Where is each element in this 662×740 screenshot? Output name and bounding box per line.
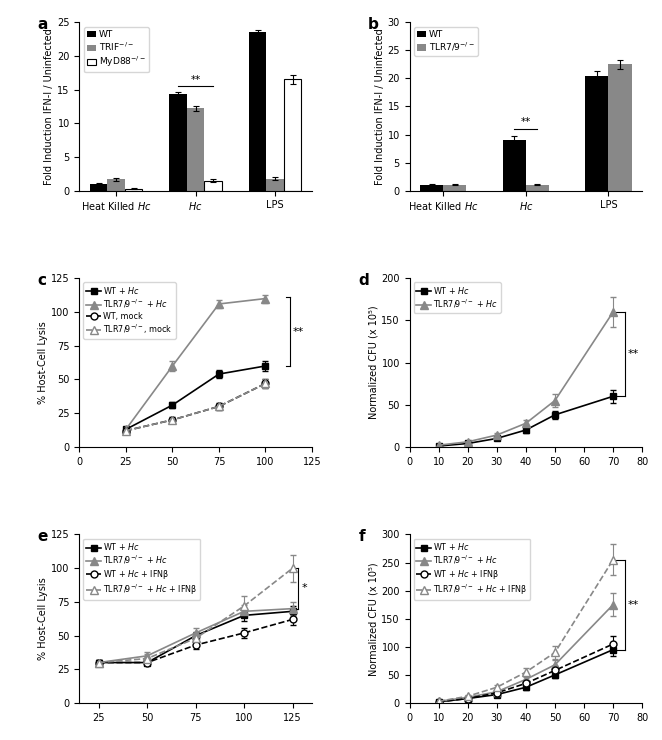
Bar [444,184,467,191]
Text: e: e [38,529,48,545]
Text: b: b [368,17,379,32]
Y-axis label: Normalized CFU (x 10⁵): Normalized CFU (x 10⁵) [369,306,379,420]
Legend: WT, TRIF$^{-/-}$, MyD88$^{-/-}$: WT, TRIF$^{-/-}$, MyD88$^{-/-}$ [84,27,149,73]
Bar [502,140,526,191]
Bar [420,185,444,191]
Text: f: f [358,529,365,545]
Bar [249,33,266,191]
Legend: WT + $\it{Hc}$, TLR7/9$^{-/-}$ + $\it{Hc}$, WT + $\it{Hc}$ + IFNβ, TLR7/9$^{-/-}: WT + $\it{Hc}$, TLR7/9$^{-/-}$ + $\it{Hc… [83,539,200,600]
Bar [90,184,107,191]
Bar [266,178,284,191]
Y-axis label: % Host-Cell Lysis: % Host-Cell Lysis [38,577,48,660]
Legend: WT + $\it{Hc}$, TLR7/9$^{-/-}$ + $\it{Hc}$: WT + $\it{Hc}$, TLR7/9$^{-/-}$ + $\it{Hc… [414,283,501,313]
Legend: WT, TLR7/9$^{-/-}$: WT, TLR7/9$^{-/-}$ [414,27,478,56]
Bar [169,94,187,191]
Text: **: ** [628,349,639,359]
Bar [205,181,222,191]
Text: **: ** [191,75,201,85]
Legend: WT + $\it{Hc}$, TLR7/9$^{-/-}$ + $\it{Hc}$, WT, mock, TLR7/9$^{-/-}$, mock: WT + $\it{Hc}$, TLR7/9$^{-/-}$ + $\it{Hc… [83,283,175,339]
Bar [608,64,632,191]
Text: *: * [301,583,307,593]
Text: **: ** [293,326,304,337]
Y-axis label: Fold Induction IFN-I / Uninfected: Fold Induction IFN-I / Uninfected [44,28,54,185]
Text: **: ** [628,599,639,610]
Y-axis label: Normalized CFU (x 10⁵): Normalized CFU (x 10⁵) [369,562,379,676]
Text: **: ** [521,117,531,127]
Bar [125,189,142,191]
Text: c: c [38,273,46,289]
Text: d: d [358,273,369,289]
Bar [107,179,125,191]
Bar [187,109,205,191]
Bar [284,79,301,191]
Bar [585,75,608,191]
Bar [526,184,549,191]
Y-axis label: % Host-Cell Lysis: % Host-Cell Lysis [38,321,48,404]
Y-axis label: Fold Induction IFN-I / Uninfected: Fold Induction IFN-I / Uninfected [375,28,385,185]
Legend: WT + $\it{Hc}$, TLR7/9$^{-/-}$ + $\it{Hc}$, WT + $\it{Hc}$ + IFNβ, TLR7/9$^{-/-}: WT + $\it{Hc}$, TLR7/9$^{-/-}$ + $\it{Hc… [414,539,530,600]
Text: a: a [38,17,48,32]
